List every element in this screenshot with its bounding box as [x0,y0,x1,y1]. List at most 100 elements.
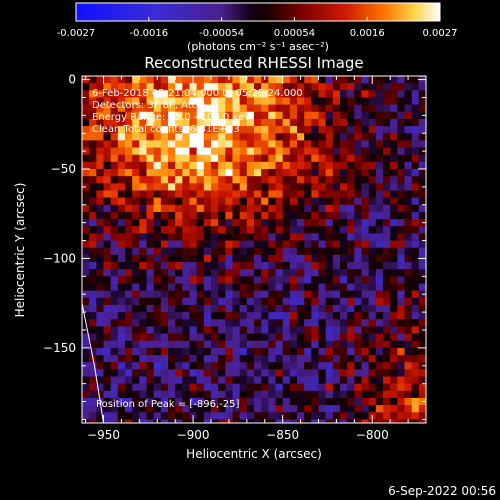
heatmap-pixel [196,190,205,199]
heatmap-pixel [375,183,384,191]
heatmap-pixel [103,283,112,292]
heatmap-pixel [125,283,133,292]
heatmap-pixel [375,304,384,313]
heatmap-pixel [368,154,377,163]
heatmap-pixel [139,147,147,156]
heatmap-pixel [268,233,276,241]
heatmap-pixel [340,219,348,227]
heatmap-pixel [203,233,212,241]
heatmap-pixel [390,333,398,342]
heatmap-pixel [383,90,391,98]
heatmap-pixel [225,133,233,141]
heatmap-pixel [383,219,391,227]
heatmap-pixel [418,312,426,320]
heatmap-pixel [368,97,377,106]
heatmap-pixel [175,240,183,249]
heatmap-pixel [196,312,205,320]
heatmap-pixel [332,312,341,320]
heatmap-pixel [89,405,97,413]
heatmap-pixel [325,419,334,423]
heatmap-pixel [225,405,233,413]
heatmap-pixel [175,319,183,327]
heatmap-pixel [347,133,355,141]
heatmap-pixel [196,355,205,363]
heatmap-pixel [254,197,262,206]
heatmap-pixel [325,262,334,270]
heatmap-pixel [304,190,312,199]
heatmap-pixel [189,83,198,91]
heatmap-pixel [361,247,370,256]
heatmap-pixel [340,183,348,191]
heatmap-pixel [261,147,269,156]
heatmap-pixel [175,183,183,191]
heatmap-pixel [160,347,169,356]
heatmap-pixel [246,333,255,342]
heatmap-pixel [340,133,348,141]
heatmap-pixel [132,154,140,163]
heatmap-pixel [275,133,284,141]
heatmap-pixel [196,211,205,220]
heatmap-pixel [196,233,205,241]
heatmap-pixel [96,104,104,113]
heatmap-pixel [289,319,298,327]
heatmap-pixel [203,326,212,334]
heatmap-pixel [282,254,291,263]
heatmap-pixel [117,104,126,113]
heatmap-pixel [211,133,219,141]
heatmap-pixel [96,390,104,399]
heatmap-pixel [368,161,377,170]
heatmap-pixel [404,97,413,106]
heatmap-pixel [82,197,90,206]
heatmap-pixel [318,319,327,327]
heatmap-pixel [189,240,198,249]
heatmap-pixel [340,226,348,234]
heatmap-pixel [182,226,190,234]
heatmap-pixel [318,190,327,199]
heatmap-pixel [361,233,370,241]
heatmap-pixel [268,376,276,385]
heatmap-pixel [282,76,291,84]
heatmap-pixel [411,304,420,313]
heatmap-pixel [304,419,312,423]
heatmap-pixel [397,340,405,349]
heatmap-pixel [318,254,327,263]
heatmap-pixel [168,197,176,206]
heatmap-pixel [368,390,377,399]
heatmap-pixel [397,104,405,113]
heatmap-pixel [232,219,241,227]
heatmap-pixel [189,126,198,134]
heatmap-pixel [117,247,126,256]
heatmap-pixel [146,118,155,127]
heatmap-pixel [397,76,405,84]
heatmap-pixel [404,383,413,392]
heatmap-pixel [218,254,226,263]
heatmap-pixel [110,204,119,213]
heatmap-pixel [182,126,190,134]
heatmap-pixel [311,319,319,327]
heatmap-pixel [110,126,119,134]
heatmap-pixel [289,211,298,220]
heatmap-pixel [261,319,269,327]
heatmap-pixel [89,118,97,127]
heatmap-pixel [368,147,377,156]
heatmap-pixel [332,390,341,399]
heatmap-pixel [117,154,126,163]
heatmap-pixel [304,326,312,334]
heatmap-pixel [239,419,248,423]
heatmap-pixel [318,133,327,141]
heatmap-pixel [282,240,291,249]
heatmap-pixel [340,333,348,342]
heatmap-pixel [168,355,176,363]
heatmap-pixel [146,312,155,320]
heatmap-pixel [361,405,370,413]
heatmap-pixel [261,276,269,284]
heatmap-pixel [340,419,348,423]
heatmap-pixel [354,390,362,399]
heatmap-pixel [418,211,426,220]
heatmap-pixel [261,247,269,256]
heatmap-pixel [125,319,133,327]
heatmap-pixel [168,283,176,292]
heatmap-pixel [203,362,212,370]
heatmap-pixel [375,190,384,199]
heatmap-pixel [218,419,226,423]
